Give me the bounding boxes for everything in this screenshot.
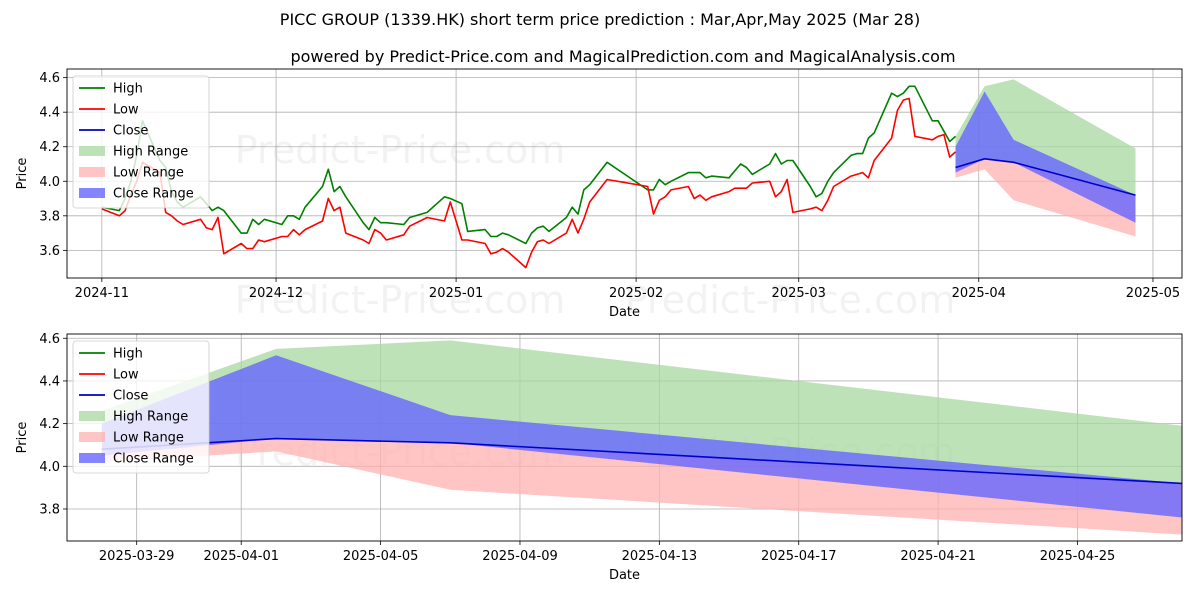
y-tick-label: 4.4: [39, 374, 60, 389]
legend-swatch: [79, 167, 105, 177]
bottom-plot-area: [101, 340, 1182, 535]
x-axis-label: Date: [609, 305, 640, 320]
y-tick-label: 3.8: [39, 209, 60, 224]
legend-label: Close Range: [113, 452, 194, 467]
y-tick-label: 4.2: [39, 417, 60, 432]
low-range-band: [101, 438, 1182, 535]
legend-label: High: [113, 82, 143, 97]
legend-label: Low: [113, 368, 139, 383]
x-tick-label: 2025-01: [429, 286, 483, 301]
y-axis-label: Price: [15, 158, 30, 190]
legend-box: [72, 340, 210, 474]
y-tick-label: 3.6: [39, 244, 60, 259]
x-tick-label: 2025-04-25: [1040, 549, 1116, 564]
legend-swatch: [79, 188, 105, 198]
top-panel: Predict-Price.com Predict-Price.com Predic…: [15, 68, 1183, 322]
watermark: Predict-Price.com: [625, 278, 956, 322]
legend-label: Close Range: [113, 187, 194, 202]
legend-label: Close: [113, 389, 148, 404]
x-tick-label: 2024-12: [249, 286, 303, 301]
low-range-band: [955, 158, 1136, 237]
chart-title: PICC GROUP (1339.HK) short term price pr…: [280, 10, 920, 29]
legend-label: High Range: [113, 145, 188, 160]
y-tick-label: 4.0: [39, 175, 60, 190]
legend-swatch: [79, 432, 105, 442]
x-tick-label: 2025-04-13: [622, 549, 698, 564]
y-axis-label: Price: [15, 422, 30, 454]
x-tick-label: 2025-04: [952, 286, 1006, 301]
y-tick-label: 4.4: [39, 106, 60, 121]
legend-swatch: [79, 146, 105, 156]
high-line: [101, 85, 957, 245]
high-range-band: [101, 340, 1182, 484]
legend-label: Low Range: [113, 431, 184, 446]
watermark: Predict-Price.com: [235, 128, 566, 172]
x-tick-label: 2025-02: [609, 286, 663, 301]
legend-box: [72, 75, 210, 209]
x-tick-label: 2025-04-01: [203, 549, 279, 564]
bottom-legend: High Low Close High Range Low Range Close Ran…: [72, 340, 210, 474]
legend-swatch: [79, 411, 105, 421]
legend-label: Low: [113, 103, 139, 118]
legend-label: High: [113, 347, 143, 362]
bottom-panel: Predict-Price.comPredict-Price.com2025-0…: [15, 332, 1183, 583]
x-tick-label: 2025-04-17: [761, 549, 837, 564]
x-tick-label: 2025-04-05: [343, 549, 419, 564]
x-tick-label: 2025-03: [772, 286, 826, 301]
top-legend: High Low Close High Range Low Range Close Ran…: [72, 75, 210, 209]
y-tick-label: 3.8: [39, 502, 60, 517]
x-tick-label: 2025-04-09: [482, 549, 558, 564]
close-line: [955, 158, 1136, 196]
chart-subtitle: powered by Predict-Price.com and Magical…: [290, 47, 955, 66]
low-line: [101, 97, 957, 269]
y-tick-label: 4.2: [39, 140, 60, 155]
x-tick-label: 2025-03-29: [99, 549, 175, 564]
top-plot-area: [101, 79, 1136, 269]
legend-label: High Range: [113, 410, 188, 425]
y-tick-label: 4.6: [39, 71, 60, 86]
x-tick-label: 2025-05: [1126, 286, 1180, 301]
x-tick-label: 2024-11: [75, 286, 129, 301]
legend-swatch: [79, 453, 105, 463]
top-axes-frame: [66, 68, 1183, 279]
y-tick-label: 4.6: [39, 332, 60, 347]
bottom-axes-frame: [66, 333, 1183, 542]
close-range-band: [955, 91, 1136, 223]
watermark: Predict-Price.com: [235, 278, 566, 322]
x-axis-label: Date: [609, 568, 640, 583]
x-tick-label: 2025-04-21: [900, 549, 976, 564]
legend-label: Low Range: [113, 166, 184, 181]
y-tick-label: 4.0: [39, 460, 60, 475]
high-range-band: [955, 79, 1136, 196]
legend-label: Close: [113, 124, 148, 139]
close-range-band: [101, 355, 1182, 518]
